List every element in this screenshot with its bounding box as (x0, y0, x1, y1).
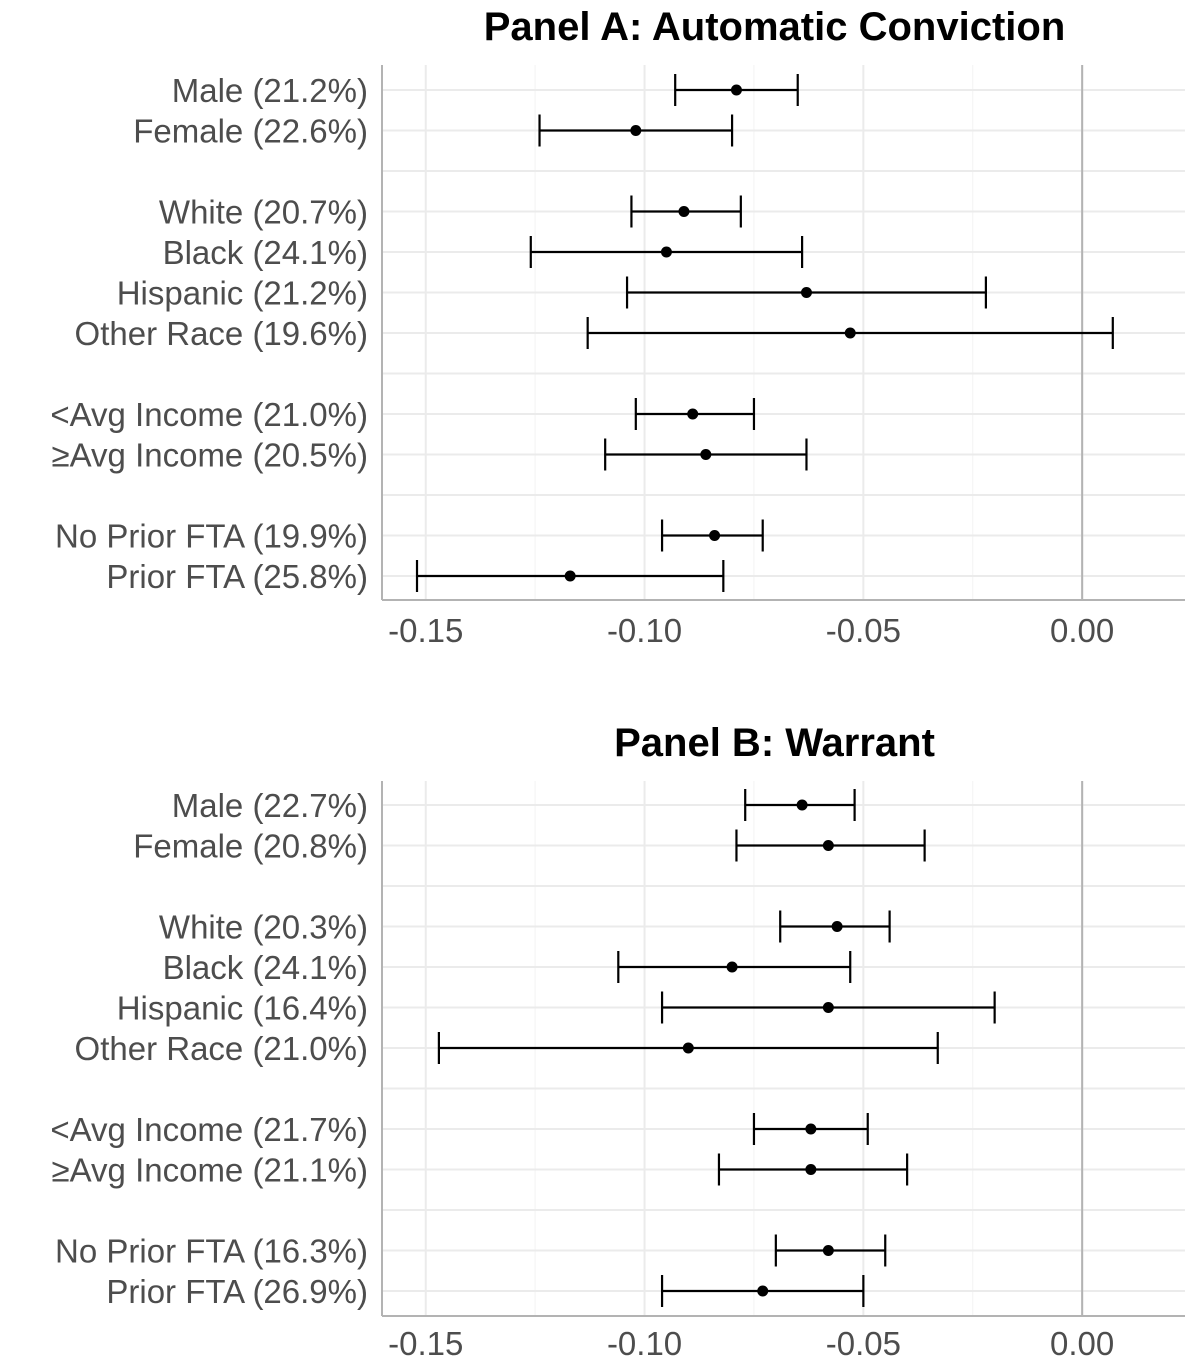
point-estimate (709, 530, 721, 541)
point-estimate (800, 287, 812, 298)
y-category-label: ≥Avg Income (20.5%) (52, 437, 368, 474)
y-category-label: Hispanic (16.4%) (117, 990, 368, 1027)
y-category-label: Prior FTA (26.9%) (106, 1273, 368, 1310)
y-category-label: Male (21.2%) (172, 72, 368, 109)
y-category-label: <Avg Income (21.0%) (50, 396, 368, 433)
point-estimate (796, 799, 808, 811)
x-tick-label: -0.10 (607, 612, 682, 649)
y-category-label: White (20.7%) (159, 194, 368, 231)
panel-title: Panel A: Automatic Conviction (484, 5, 1066, 49)
x-tick-label: -0.05 (826, 612, 901, 649)
point-estimate (822, 1245, 834, 1256)
y-category-label: Black (24.1%) (163, 949, 368, 986)
panel-b: Panel B: Warrant -0.15 -0.10 -0.05 0.00 Male … (50, 721, 1185, 1362)
point-estimate (726, 961, 738, 973)
point-estimate (687, 408, 699, 420)
point-estimate (757, 1285, 769, 1297)
point-estimate (630, 125, 642, 136)
y-category-label: Male (22.7%) (172, 787, 368, 824)
y-category-label: ≥Avg Income (21.1%) (52, 1152, 368, 1189)
y-category-label: Prior FTA (25.8%) (106, 558, 368, 595)
y-category-label: <Avg Income (21.7%) (50, 1111, 368, 1148)
y-category-label: Other Race (19.6%) (75, 315, 368, 352)
y-category-label: No Prior FTA (16.3%) (55, 1233, 368, 1270)
panel-title: Panel B: Warrant (614, 721, 935, 765)
y-category-label: No Prior FTA (19.9%) (55, 518, 368, 555)
point-estimate (805, 1164, 817, 1175)
x-tick-label: -0.15 (388, 1325, 463, 1362)
point-estimate (822, 840, 834, 851)
panel-a: Panel A: Automatic Conviction -0.15 -0.10 -… (50, 5, 1185, 649)
y-category-label: Hispanic (21.2%) (117, 275, 368, 312)
y-category-label: Black (24.1%) (163, 234, 368, 271)
y-category-label: Female (20.8%) (133, 828, 368, 865)
point-estimate (831, 921, 843, 932)
point-estimate (682, 1042, 694, 1054)
x-tick-label: 0.00 (1050, 1325, 1114, 1362)
x-tick-label: -0.15 (388, 612, 463, 649)
y-category-label: Female (22.6%) (133, 113, 368, 150)
point-estimate (564, 570, 576, 582)
y-category-label: White (20.3%) (159, 909, 368, 946)
point-estimate (660, 246, 672, 258)
point-estimate (730, 84, 742, 96)
point-estimate (822, 1002, 834, 1013)
x-tick-label: 0.00 (1050, 612, 1114, 649)
y-category-label: Other Race (21.0%) (75, 1030, 368, 1067)
point-estimate (678, 206, 690, 217)
point-estimate (844, 327, 856, 339)
point-estimate (805, 1123, 817, 1135)
point-estimate (700, 449, 712, 460)
x-tick-label: -0.05 (826, 1325, 901, 1362)
x-tick-label: -0.10 (607, 1325, 682, 1362)
